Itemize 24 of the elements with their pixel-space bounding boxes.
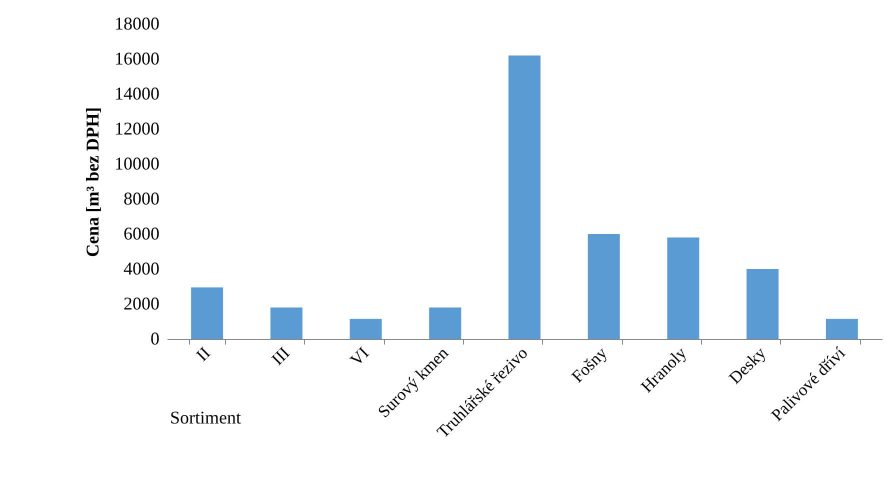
x-tick-label: VI [346, 343, 373, 370]
y-tick-label: 12000 [114, 118, 160, 138]
bar [191, 287, 224, 339]
y-tick-label: 18000 [114, 14, 160, 34]
y-tick-label: 4000 [124, 258, 160, 278]
x-tick-label: II [192, 343, 214, 365]
bar [667, 238, 700, 339]
bar [826, 318, 858, 339]
y-tick-label: 8000 [124, 188, 160, 208]
x-axis-title: Sortiment [170, 408, 241, 428]
y-tick-label: 10000 [114, 154, 160, 174]
bar [429, 308, 462, 339]
bar [350, 318, 382, 339]
bar [270, 308, 302, 339]
bar [746, 269, 779, 339]
x-tick-label: III [268, 343, 294, 369]
y-tick-label: 0 [150, 328, 160, 348]
y-tick-label: 16000 [114, 48, 160, 68]
y-tick-label: 6000 [124, 224, 160, 244]
y-tick-label: 2000 [124, 294, 160, 314]
y-axis-title: Cena [m³ bez DPH] [82, 107, 102, 257]
y-tick-label: 14000 [114, 84, 160, 104]
bar [588, 234, 620, 339]
bar [508, 56, 540, 339]
